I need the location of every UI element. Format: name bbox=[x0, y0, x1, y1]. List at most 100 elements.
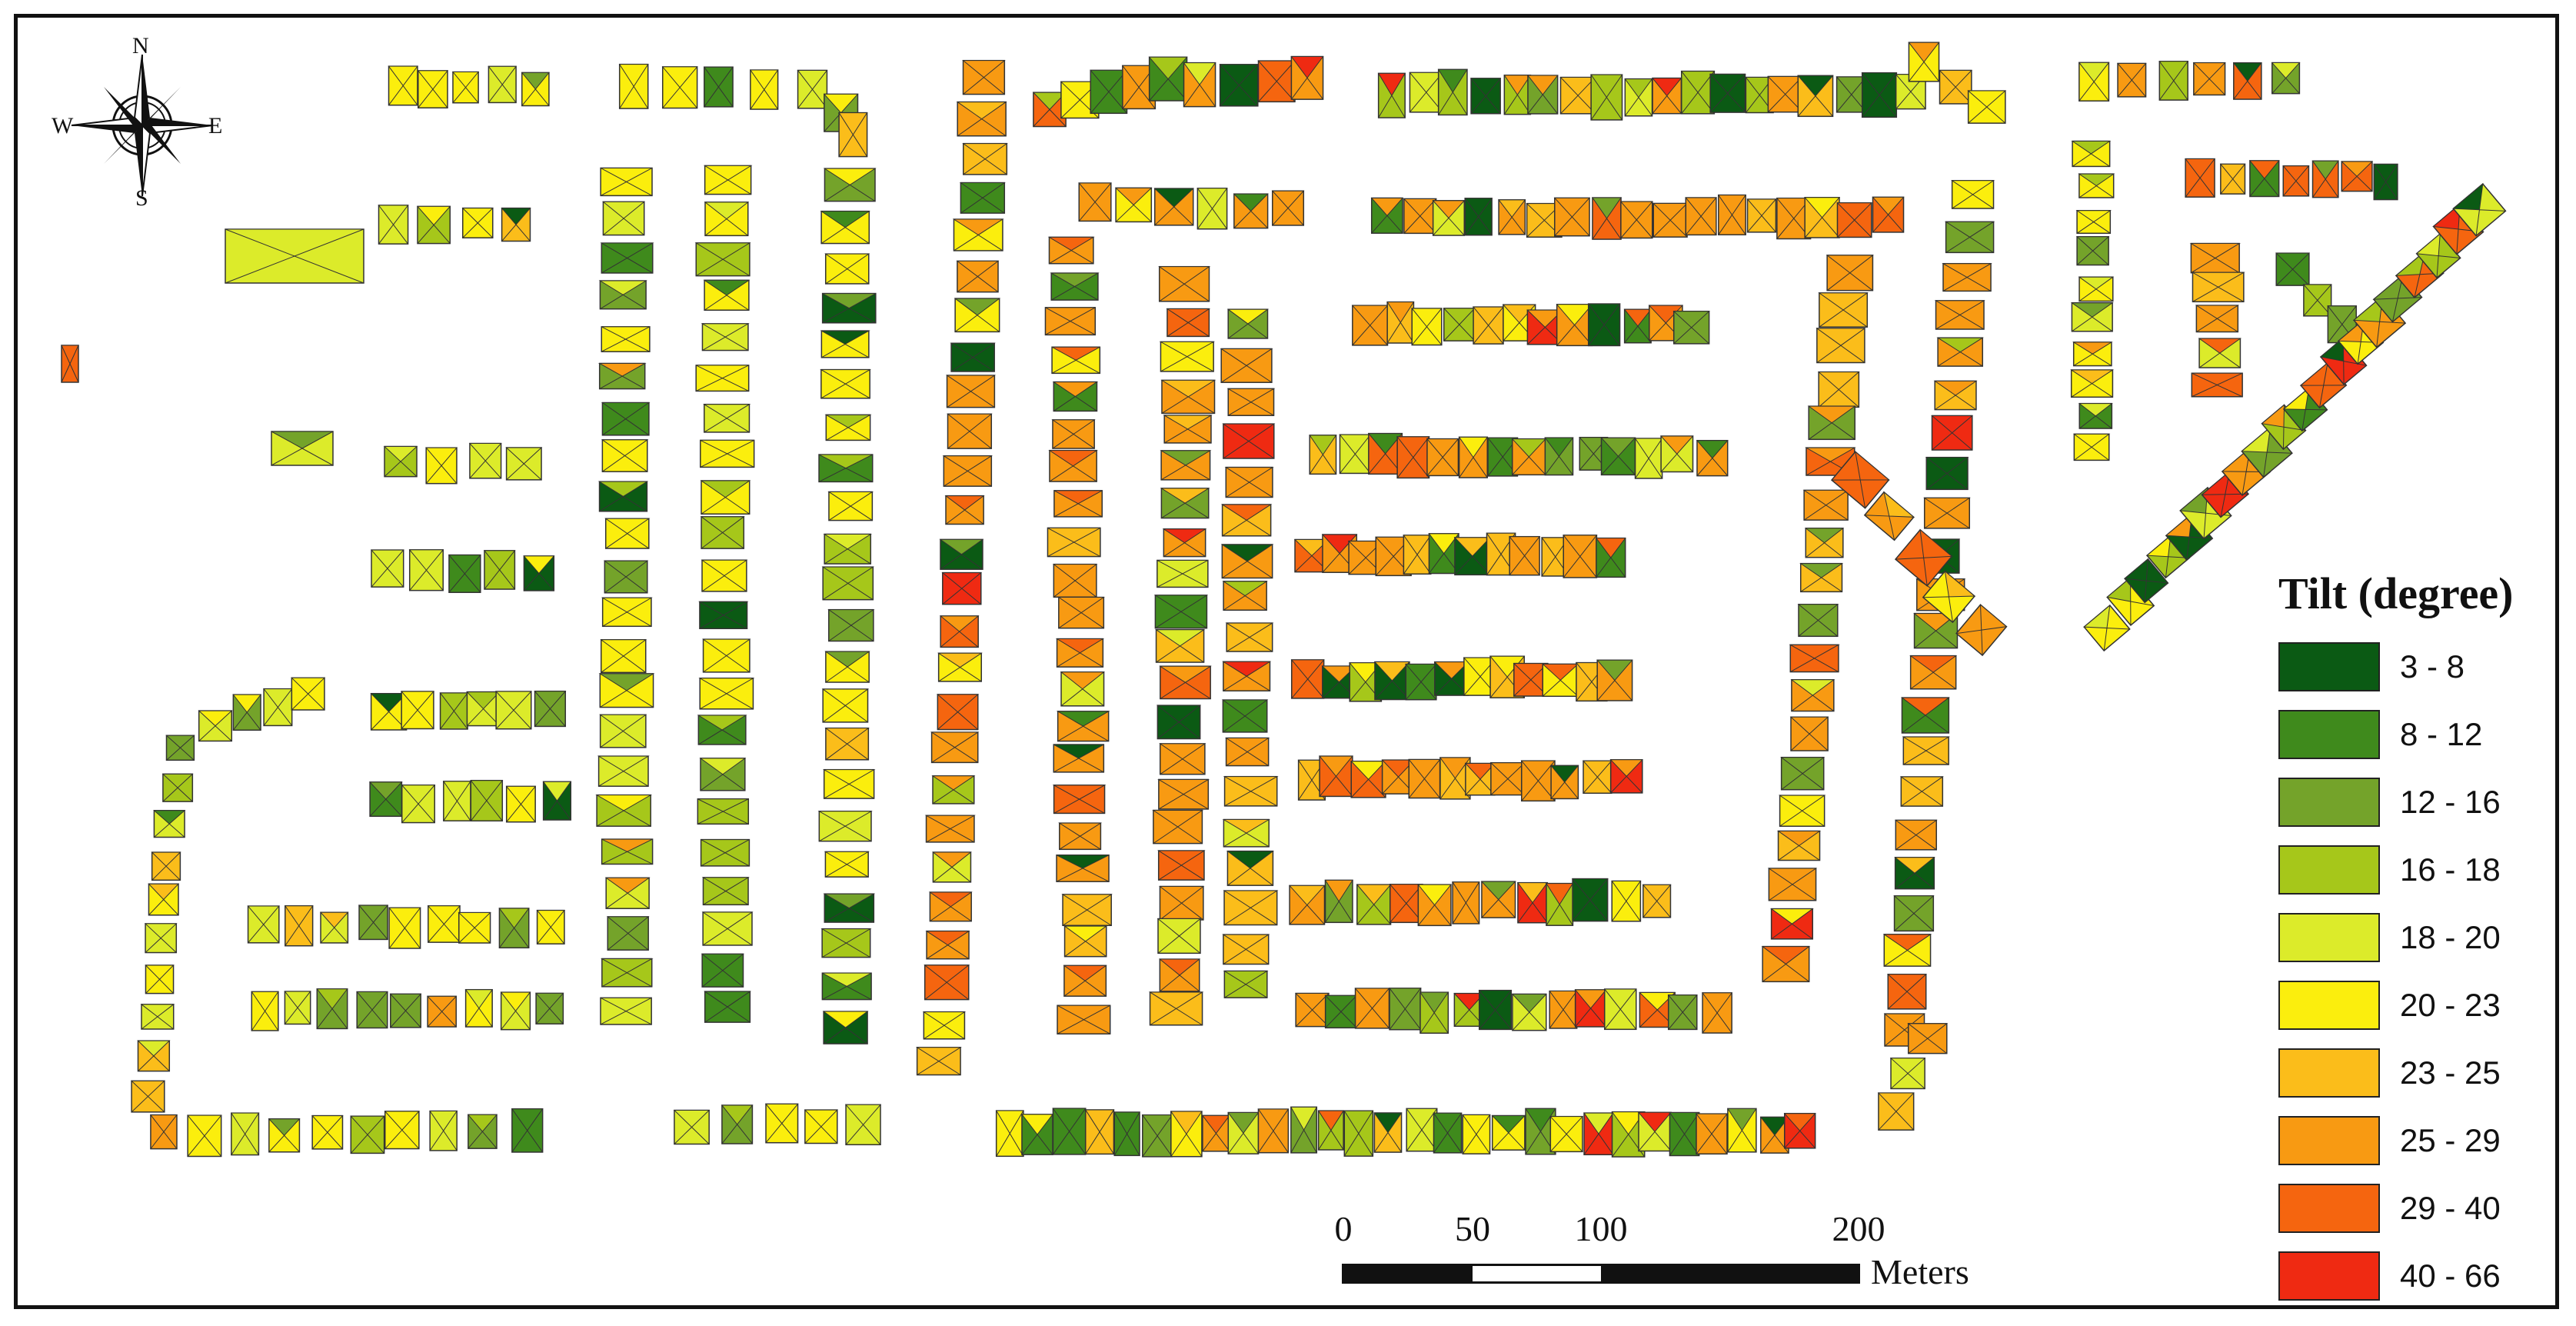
building-roof bbox=[1587, 303, 1621, 347]
building-roof bbox=[1170, 1111, 1203, 1158]
building-roof bbox=[1464, 762, 1496, 796]
building-roof bbox=[1572, 878, 1609, 922]
building-roof bbox=[1526, 75, 1559, 115]
building-roof bbox=[1923, 497, 1971, 529]
building-roof bbox=[704, 991, 751, 1023]
building-roof bbox=[534, 992, 564, 1024]
building-roof bbox=[1746, 198, 1777, 233]
building-roof bbox=[408, 549, 444, 591]
legend-swatch bbox=[2278, 1251, 2380, 1301]
building-roof bbox=[1226, 308, 1270, 339]
legend-swatch bbox=[2278, 642, 2380, 691]
building-roof bbox=[764, 1103, 799, 1144]
building-roof bbox=[700, 838, 751, 867]
building-roof bbox=[695, 365, 750, 392]
building-roof bbox=[820, 368, 872, 399]
building-roof bbox=[466, 691, 501, 727]
building-roof bbox=[1152, 809, 1204, 845]
building-roof bbox=[1592, 197, 1622, 240]
building-roof bbox=[1290, 55, 1324, 100]
building-roof bbox=[2078, 402, 2113, 429]
building-roof bbox=[1227, 1111, 1260, 1154]
building-roof bbox=[458, 911, 491, 944]
building-roof bbox=[618, 63, 649, 109]
building-roof bbox=[1063, 925, 1108, 958]
legend-entry: 16 - 18 bbox=[2278, 836, 2571, 904]
building-roof bbox=[451, 71, 480, 104]
building-roof bbox=[1157, 850, 1206, 881]
building-roof bbox=[821, 292, 877, 324]
building-roof bbox=[931, 775, 976, 805]
building-roof bbox=[601, 401, 651, 436]
building-roof bbox=[417, 70, 449, 108]
building-roof bbox=[1324, 995, 1358, 1029]
building-roof bbox=[1222, 934, 1270, 965]
building-roof bbox=[225, 228, 364, 284]
building-roof bbox=[1223, 775, 1279, 807]
building-roof bbox=[1148, 991, 1204, 1026]
building-roof bbox=[597, 481, 649, 512]
building-roof bbox=[600, 997, 652, 1025]
building-roof bbox=[500, 991, 531, 1031]
building-roof bbox=[1619, 201, 1653, 239]
building-roof bbox=[1063, 965, 1107, 997]
legend-entry: 3 - 8 bbox=[2278, 633, 2571, 701]
building-roof bbox=[1153, 595, 1209, 629]
building-roof bbox=[2083, 604, 2131, 652]
building-roof bbox=[1222, 581, 1268, 611]
legend-label: 23 - 25 bbox=[2400, 1054, 2501, 1091]
building-roof bbox=[378, 205, 409, 245]
building-roof bbox=[956, 101, 1007, 137]
building-roof bbox=[1162, 528, 1207, 558]
building-roof bbox=[1141, 1114, 1173, 1158]
building-roof bbox=[1498, 199, 1526, 235]
building-roof bbox=[1462, 1114, 1491, 1154]
legend-swatch bbox=[2278, 845, 2380, 895]
building-roof bbox=[1408, 758, 1441, 799]
building-roof bbox=[1443, 308, 1476, 341]
building-roof bbox=[198, 710, 233, 742]
building-roof bbox=[1469, 78, 1502, 115]
building-roof bbox=[602, 201, 646, 236]
building-roof bbox=[1403, 198, 1437, 235]
building-roof bbox=[1685, 197, 1717, 236]
building-roof bbox=[703, 165, 753, 195]
legend-label: 20 - 23 bbox=[2400, 987, 2501, 1023]
building-roof bbox=[1830, 451, 1890, 509]
building-roof bbox=[673, 1109, 711, 1145]
building-roof bbox=[1582, 760, 1612, 795]
building-roof bbox=[1157, 559, 1209, 588]
building-roof bbox=[470, 779, 504, 822]
building-roof bbox=[1634, 438, 1663, 479]
building-roof bbox=[944, 495, 985, 525]
building-roof bbox=[271, 431, 334, 466]
building-roof bbox=[1157, 778, 1210, 810]
building-roof bbox=[1225, 622, 1274, 652]
building-roof bbox=[1520, 760, 1556, 802]
building-roof bbox=[2072, 341, 2113, 367]
building-roof bbox=[505, 785, 537, 823]
building-roof bbox=[1433, 661, 1469, 696]
legend-entry: 12 - 16 bbox=[2278, 768, 2571, 836]
building-roof bbox=[954, 298, 1001, 333]
building-roof bbox=[1411, 308, 1443, 346]
building-roof bbox=[601, 439, 649, 472]
building-roof bbox=[823, 533, 872, 565]
legend-title: Tilt (degree) bbox=[2278, 568, 2514, 618]
building-roof bbox=[820, 330, 870, 358]
building-roof bbox=[1669, 1111, 1700, 1157]
building-roof bbox=[1224, 737, 1270, 767]
building-roof bbox=[1406, 1108, 1438, 1152]
building-roof bbox=[1051, 419, 1096, 449]
building-roof bbox=[1432, 200, 1466, 236]
building-roof bbox=[1453, 537, 1492, 576]
legend-label: 25 - 29 bbox=[2400, 1122, 2501, 1158]
building-roof bbox=[1051, 346, 1101, 375]
building-roof bbox=[1396, 436, 1430, 479]
building-roof bbox=[601, 326, 651, 352]
compass-west-label: W bbox=[52, 113, 74, 138]
building-roof bbox=[1783, 1112, 1816, 1149]
building-roof bbox=[1797, 604, 1839, 638]
building-roof bbox=[151, 851, 181, 881]
building-roof bbox=[1595, 537, 1626, 578]
